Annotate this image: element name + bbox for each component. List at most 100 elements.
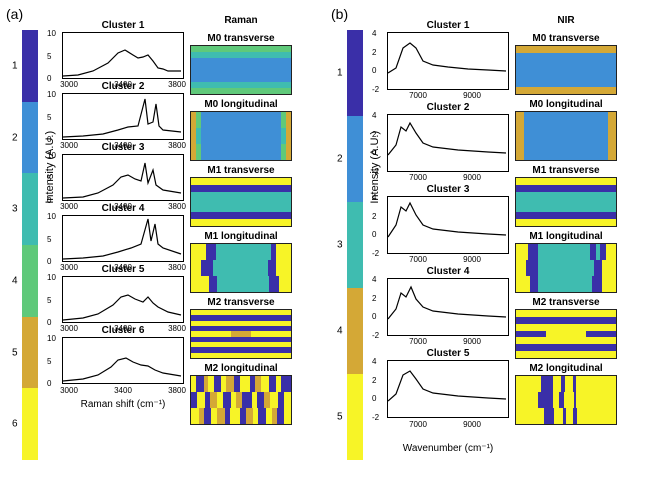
ytick: 2 xyxy=(372,376,376,385)
panel-a-xlabel: Raman shift (cm⁻¹) xyxy=(62,399,184,410)
map-row xyxy=(516,192,616,199)
ytick: 0 xyxy=(47,196,51,205)
map-cell xyxy=(516,310,616,317)
panel-b-maps-column: NIR M0 transverseM0 longitudinalM1 trans… xyxy=(515,15,617,460)
xtick: 7000 xyxy=(409,420,427,429)
map-grid xyxy=(515,177,617,227)
map-cell xyxy=(608,144,616,160)
map-cell xyxy=(206,244,216,260)
spectrum-axes: 0510300034003800 xyxy=(62,276,184,323)
map-cell xyxy=(261,376,269,392)
map-row xyxy=(516,112,616,128)
map-cell xyxy=(576,392,616,408)
map-grid xyxy=(190,177,292,227)
map-cell xyxy=(516,112,524,128)
spectrum-axes: 0510300034003800 xyxy=(62,32,184,79)
map-grid xyxy=(190,375,292,425)
map-cell xyxy=(602,276,616,292)
map-cell xyxy=(516,276,530,292)
map-cell xyxy=(191,178,291,185)
ytick: 4 xyxy=(372,29,376,38)
spectrum-title: Cluster 2 xyxy=(387,102,509,113)
map-title: M0 transverse xyxy=(190,33,292,44)
map-grid xyxy=(190,243,292,293)
map-cell xyxy=(201,112,281,128)
map-row xyxy=(191,205,291,212)
map-cell xyxy=(284,392,291,408)
map-cell xyxy=(516,46,616,53)
map-title: M2 longitudinal xyxy=(515,363,617,374)
map-grid xyxy=(190,45,292,95)
ytick: 2 xyxy=(372,212,376,221)
map-cell xyxy=(565,376,573,392)
map-cell xyxy=(516,178,616,185)
spectrum-plot: Cluster 2-202470009000 xyxy=(387,102,509,172)
spectrum-plot: Cluster 4-202470009000 xyxy=(387,266,509,336)
map-row xyxy=(191,353,291,358)
spectrum-title: Cluster 3 xyxy=(62,142,184,153)
colorbar-tick: 6 xyxy=(12,419,18,430)
map-cell xyxy=(246,408,253,424)
map-cell xyxy=(576,376,616,392)
map-cell xyxy=(268,260,276,276)
map-cell xyxy=(223,392,231,408)
spectrum-axes: -202470009000 xyxy=(387,196,509,254)
xtick: 9000 xyxy=(463,337,481,346)
ytick: 0 xyxy=(372,148,376,157)
map-cell xyxy=(201,260,213,276)
spectrum-axes: 0510300034003800 xyxy=(62,215,184,262)
cluster-map: M0 longitudinal xyxy=(190,99,292,161)
map-row xyxy=(516,337,616,344)
colorbar-tick: 4 xyxy=(12,275,18,286)
map-cell xyxy=(230,408,240,424)
map-cell xyxy=(553,376,561,392)
map-cell xyxy=(546,331,586,338)
spectrum-title: Cluster 1 xyxy=(62,20,184,31)
map-cell xyxy=(524,144,608,160)
map-cell xyxy=(191,185,291,192)
ytick: -2 xyxy=(372,331,379,340)
colorbar-tick: 1 xyxy=(12,60,18,71)
map-grid xyxy=(515,309,617,359)
cluster-map: M1 longitudinal xyxy=(515,231,617,293)
panel-a-method: Raman xyxy=(190,15,292,26)
spectrum-axes: -202470009000 xyxy=(387,114,509,172)
xtick: 7000 xyxy=(409,255,427,264)
map-cell xyxy=(608,128,616,144)
map-title: M1 longitudinal xyxy=(190,231,292,242)
colorbar-segment xyxy=(22,317,38,389)
spectrum-plot: Cluster 20510300034003800 xyxy=(62,81,184,140)
panel-b-method: NIR xyxy=(515,15,617,26)
colorbar-tick: 3 xyxy=(12,204,18,215)
map-cell xyxy=(516,337,616,344)
map-row xyxy=(516,46,616,53)
map-cell xyxy=(516,87,616,94)
map-cell xyxy=(528,244,538,260)
map-row xyxy=(516,376,616,392)
colorbar-tick: 2 xyxy=(12,132,18,143)
map-title: M0 longitudinal xyxy=(515,99,617,110)
map-cell xyxy=(516,244,528,260)
map-cell xyxy=(204,408,211,424)
map-cell xyxy=(277,408,284,424)
map-row xyxy=(516,310,616,317)
colorbar-tick: 5 xyxy=(337,412,343,423)
map-row xyxy=(191,276,291,292)
colorbar-tick: 5 xyxy=(12,347,18,358)
ytick: -2 xyxy=(372,85,379,94)
ytick: 5 xyxy=(47,235,51,244)
map-row xyxy=(516,199,616,206)
cluster-map: M2 longitudinal xyxy=(190,363,292,425)
colorbar-segment xyxy=(347,288,363,374)
map-row xyxy=(191,199,291,206)
map-cell xyxy=(213,260,268,276)
map-row xyxy=(516,87,616,94)
spectrum-plot: Cluster 30510300034003800 xyxy=(62,142,184,201)
map-cell xyxy=(269,376,276,392)
colorbar-tick: 2 xyxy=(337,154,343,165)
spectrum-title: Cluster 5 xyxy=(387,348,509,359)
colorbar-segment xyxy=(347,116,363,202)
map-cell xyxy=(516,324,616,331)
panel-a-spectra-column: Intensity (A.U.) Cluster 105103000340038… xyxy=(44,20,184,460)
map-cell xyxy=(602,260,616,276)
